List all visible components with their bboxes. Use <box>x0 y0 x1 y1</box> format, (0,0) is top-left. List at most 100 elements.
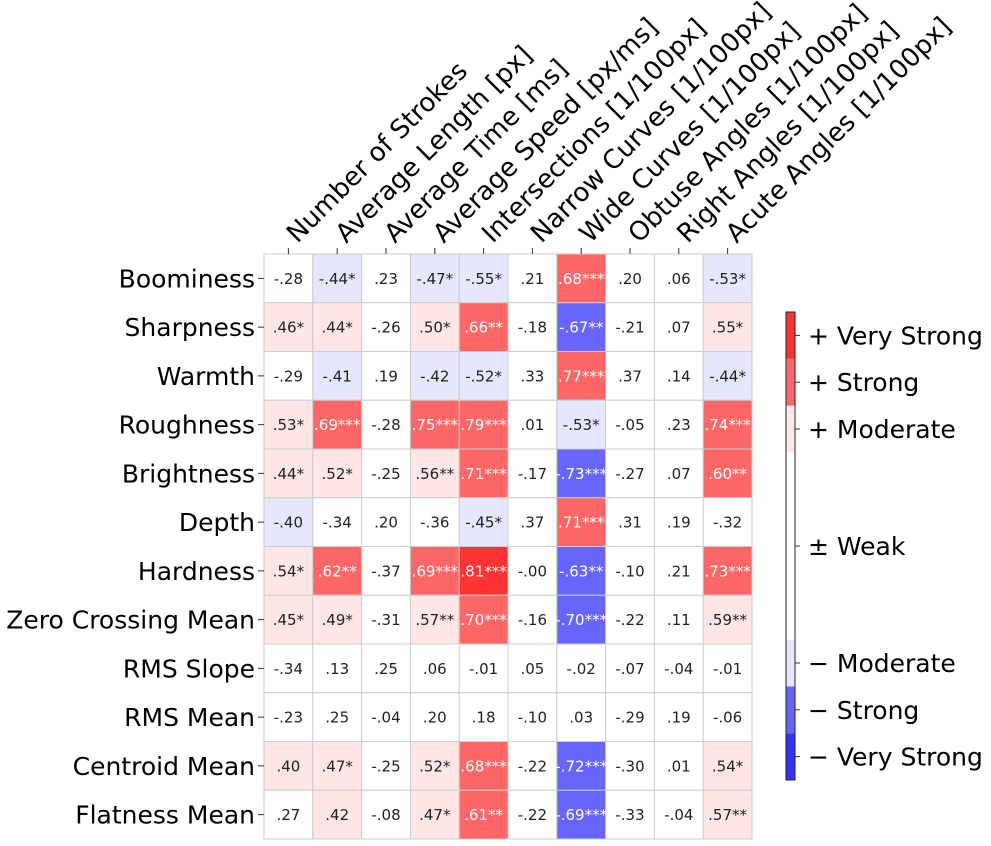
heatmap-cell <box>312 253 363 304</box>
cell-label: .57** <box>708 806 747 824</box>
heatmap-cell <box>458 741 509 791</box>
heatmap-cell <box>507 497 558 547</box>
cell-label: -.63** <box>559 562 604 580</box>
cell-label: -.29 <box>274 367 303 385</box>
cell-label: -.25 <box>371 757 400 775</box>
cell-label: -.28 <box>274 270 303 288</box>
heatmap-cell <box>605 692 655 742</box>
colorbar-tick-label: − Strong <box>808 696 919 725</box>
heatmap-cell <box>605 351 655 401</box>
cell-label: -.72*** <box>555 757 607 775</box>
cell-label: -.18 <box>518 319 547 337</box>
heatmap-cell <box>263 789 314 840</box>
cell-label: .55* <box>712 319 744 337</box>
cell-label: .06 <box>667 270 691 288</box>
cell-label: -.10 <box>615 562 644 580</box>
heatmap-cell <box>653 692 704 742</box>
heatmap-cell <box>409 741 460 791</box>
heatmap-cell-labels: -.28 -.44* .23 -.47* -.55* .21 .68*** .20 .06 -.5… <box>273 270 752 824</box>
heatmap-cell <box>605 594 655 645</box>
cell-label: .47* <box>322 757 354 775</box>
cell-label: .05 <box>520 660 544 678</box>
heatmap-cell <box>458 594 509 645</box>
heatmap-cell <box>361 789 411 840</box>
cell-label: .42 <box>325 806 349 824</box>
cell-label: .46* <box>273 319 305 337</box>
cell-label: -.04 <box>664 806 693 824</box>
heatmap-cell <box>409 497 460 547</box>
heatmap-cell <box>605 253 655 304</box>
cell-label: .37 <box>520 514 544 532</box>
colorbar-tick-label: − Very Strong <box>808 743 983 772</box>
cell-label: -.29 <box>615 709 644 727</box>
cell-label: .62** <box>318 562 357 580</box>
cell-label: -.53* <box>709 270 746 288</box>
y-tick-label: RMS Mean <box>124 703 255 732</box>
cell-label: .45* <box>273 611 305 629</box>
heatmap-cell <box>458 448 509 499</box>
heatmap-cell <box>263 692 314 742</box>
heatmap-cell <box>702 692 753 742</box>
cell-label: -.34 <box>274 660 303 678</box>
cell-label: -.17 <box>518 465 547 483</box>
cell-label: .75*** <box>412 416 459 434</box>
heatmap-cell <box>653 399 704 450</box>
cell-label: -.42 <box>420 367 449 385</box>
heatmap-cell <box>702 351 753 401</box>
heatmap-cell <box>556 302 607 352</box>
cell-label: .23 <box>374 270 398 288</box>
cell-label: -.22 <box>518 757 547 775</box>
cell-label: -.27 <box>615 465 644 483</box>
heatmap-cell <box>653 594 704 645</box>
cell-label: -.26 <box>371 319 400 337</box>
heatmap-cell <box>361 497 411 547</box>
heatmap-cell <box>605 448 655 499</box>
cell-label: -.69*** <box>555 806 607 824</box>
heatmap-cell <box>605 643 655 694</box>
colorbar-segment <box>786 358 795 406</box>
heatmap-cell <box>409 302 460 352</box>
heatmap-cell <box>702 302 753 352</box>
heatmap-cell <box>409 594 460 645</box>
heatmap-cell <box>409 546 460 596</box>
cell-label: .71*** <box>558 514 605 532</box>
cell-label: .31 <box>618 514 642 532</box>
heatmap-cell <box>263 546 314 596</box>
cell-label: -.10 <box>518 709 547 727</box>
cell-label: -.34 <box>323 514 352 532</box>
cell-label: .44* <box>322 319 354 337</box>
cell-label: -.44* <box>709 367 746 385</box>
heatmap-cell <box>556 692 607 742</box>
y-tick-label: RMS Slope <box>123 654 255 683</box>
cell-label: .01 <box>520 416 544 434</box>
heatmap-cell <box>409 643 460 694</box>
y-axis-ticks: Boominess Sharpness Warmth Roughness Brightn… <box>6 264 264 830</box>
heatmap-cell <box>312 789 363 840</box>
cell-label: .81*** <box>460 562 507 580</box>
colorbar-frame <box>785 311 796 781</box>
colorbar-tick-label: + Strong <box>808 368 919 397</box>
cell-label: -.01 <box>713 660 742 678</box>
heatmap-cell <box>361 594 411 645</box>
cell-label: .33 <box>520 367 544 385</box>
colorbar-segment <box>786 639 795 687</box>
cell-label: -.44* <box>319 270 356 288</box>
colorbar: − Very Strong − Strong − Moderate ± Weak + M… <box>785 311 983 781</box>
cell-label: -.30 <box>615 757 644 775</box>
cell-label: .50* <box>419 319 451 337</box>
cell-label: -.28 <box>371 416 400 434</box>
cell-label: .25 <box>325 709 349 727</box>
cell-label: .14 <box>667 367 691 385</box>
heatmap-cell <box>507 448 558 499</box>
colorbar-tick-label: − Moderate <box>808 649 956 678</box>
heatmap-cell <box>702 253 753 304</box>
heatmap-cell <box>653 546 704 596</box>
cell-label: .52* <box>419 757 451 775</box>
cell-label: .19 <box>667 709 691 727</box>
cell-label: .68*** <box>460 757 507 775</box>
heatmap-cell <box>653 643 704 694</box>
cell-label: -.73*** <box>555 465 607 483</box>
cell-label: .56** <box>415 465 454 483</box>
